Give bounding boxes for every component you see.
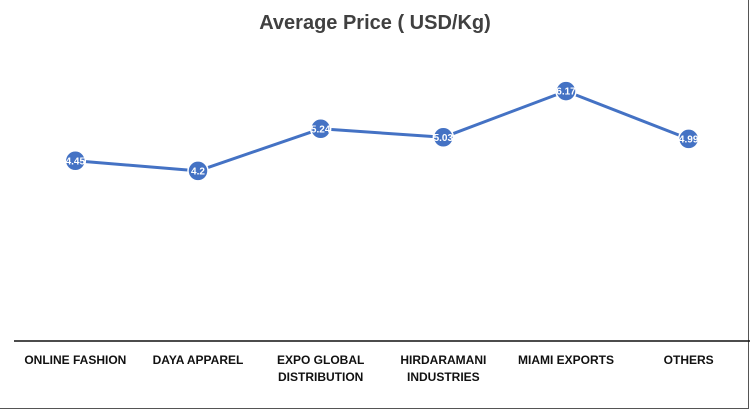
data-point [309, 118, 332, 140]
x-tick-label: DAYA APPAREL [153, 353, 244, 367]
data-point [187, 160, 209, 182]
data-label: 4.45 [66, 156, 86, 167]
data-label: 5.24 [311, 124, 331, 135]
x-tick-label: OTHERS [664, 353, 714, 367]
data-label: 4.2 [191, 166, 205, 177]
data-point [555, 80, 577, 102]
data-label: 4.99 [679, 134, 699, 145]
data-label: 6.17 [556, 87, 576, 98]
data-point [677, 128, 700, 150]
chart-title: Average Price ( USD/Kg) [259, 12, 491, 34]
data-point [64, 150, 87, 172]
series-line [75, 89, 690, 173]
x-tick-label: MIAMI EXPORTS [518, 353, 614, 367]
data-label: 5.03 [434, 133, 454, 144]
x-tick-label: EXPO GLOBAL DISTRIBUTION [277, 353, 364, 384]
data-point [432, 126, 455, 149]
x-tick-label: HIRDARAMANI INDUSTRIES [400, 353, 486, 384]
x-tick-label: ONLINE FASHION [24, 353, 126, 367]
